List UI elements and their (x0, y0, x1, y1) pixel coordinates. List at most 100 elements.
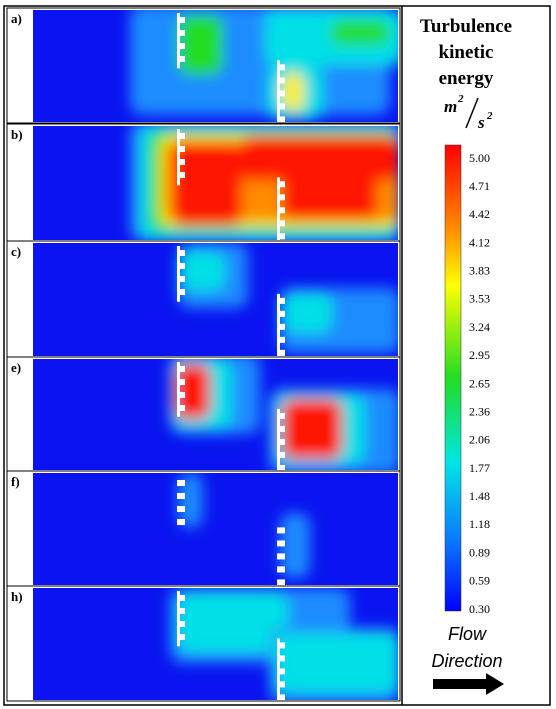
baffle (177, 595, 185, 601)
colorbar-tick-label: 1.18 (469, 517, 490, 531)
baffle (177, 289, 185, 295)
colorbar-tick-label: 2.36 (469, 404, 490, 418)
baffle (277, 540, 285, 547)
baffle (277, 655, 285, 662)
flow-arrow (433, 673, 504, 695)
baffle (277, 349, 285, 356)
panel-label: e) (11, 360, 21, 375)
baffle (177, 43, 185, 49)
colorbar-tick-label: 4.12 (469, 235, 490, 249)
contour (33, 243, 398, 356)
panel: a) (6, 7, 401, 124)
baffle (177, 172, 185, 178)
baffle (177, 493, 185, 499)
unit-slash (465, 97, 479, 129)
unit: m 2 s 2 (444, 93, 493, 132)
unit-text: 2 (457, 93, 464, 105)
colorbar-title: energy (439, 68, 494, 89)
contour-field (130, 10, 398, 120)
panel-border (6, 585, 401, 702)
baffle (277, 451, 285, 458)
baffle (177, 263, 185, 269)
contour-region (178, 593, 288, 653)
contour (33, 588, 398, 700)
baffle (277, 220, 285, 227)
panel-label: c) (11, 244, 21, 259)
contour-region (178, 473, 203, 528)
baffle (277, 64, 285, 71)
contour (33, 10, 398, 122)
colorbar-tick-label: 3.53 (469, 292, 490, 306)
colorbar-tick-label: 2.95 (469, 348, 490, 362)
baffle (177, 405, 185, 411)
contour-field (130, 126, 398, 240)
baffle (277, 77, 285, 84)
baffle (277, 336, 285, 343)
baffle-rod (177, 362, 180, 417)
baffle (277, 668, 285, 675)
baffle (177, 366, 185, 372)
baffle (277, 438, 285, 445)
contour (33, 126, 398, 240)
contour-field (178, 473, 310, 578)
contour-region (240, 136, 398, 181)
contour (33, 473, 398, 585)
colorbar-tick-label: 3.83 (469, 264, 490, 278)
contour-region (280, 513, 310, 578)
contour-region (330, 20, 390, 45)
colorbar-tick-label: 2.06 (469, 433, 490, 447)
contour-region (282, 72, 304, 112)
baffle (277, 297, 285, 304)
baffle (277, 116, 285, 122)
flow-text: Direction (431, 651, 502, 671)
baffle (277, 207, 285, 214)
baffle (277, 579, 285, 585)
contour-region (282, 293, 332, 333)
baffle (277, 642, 285, 649)
contour-region (178, 15, 223, 75)
baffle (277, 90, 285, 97)
baffle (177, 56, 185, 62)
colorbar-tick-label: 2.65 (469, 376, 490, 390)
colorbar-tick-label: 1.48 (469, 489, 490, 503)
baffle-rod (177, 129, 180, 186)
baffle (177, 276, 185, 282)
contour-region (172, 141, 242, 226)
baffle (277, 181, 285, 188)
colorbar-tick-label: 5.00 (469, 151, 490, 165)
baffle (277, 553, 285, 560)
contour-region (282, 399, 342, 459)
frame (3, 5, 551, 706)
unit-text: 2 (486, 110, 493, 122)
panel: c) (6, 240, 401, 358)
baffle (277, 681, 285, 688)
panel-label: b) (11, 127, 23, 142)
baffle-rod (177, 591, 180, 647)
baffle (177, 519, 185, 525)
baffle (177, 250, 185, 256)
flow-text: Flow (448, 624, 487, 644)
colorbar-ticks: 5.00 4.71 4.42 4.12 3.83 3.53 3.24 2.95 2.65 2.36… (469, 151, 490, 616)
baffle (277, 425, 285, 432)
baffle (277, 233, 285, 240)
baffle (277, 103, 285, 110)
panel: h) (6, 585, 401, 702)
baffle (277, 464, 285, 470)
panel-label: h) (11, 589, 23, 604)
baffle-rod (177, 13, 180, 69)
unit-text: m (444, 97, 457, 116)
contour-region (275, 633, 398, 693)
colorbar-tick-label: 4.71 (469, 179, 490, 193)
baffle (177, 379, 185, 385)
panels: a) b) c) e) f) h) (6, 7, 401, 702)
contour-region (180, 251, 225, 291)
baffle (177, 621, 185, 627)
colorbar (444, 144, 462, 612)
contour (33, 359, 398, 470)
baffle (277, 323, 285, 330)
baffle (277, 566, 285, 573)
panel-label: a) (11, 11, 22, 26)
panel: e) (6, 356, 401, 472)
baffle (177, 17, 185, 23)
baffle (177, 133, 185, 139)
